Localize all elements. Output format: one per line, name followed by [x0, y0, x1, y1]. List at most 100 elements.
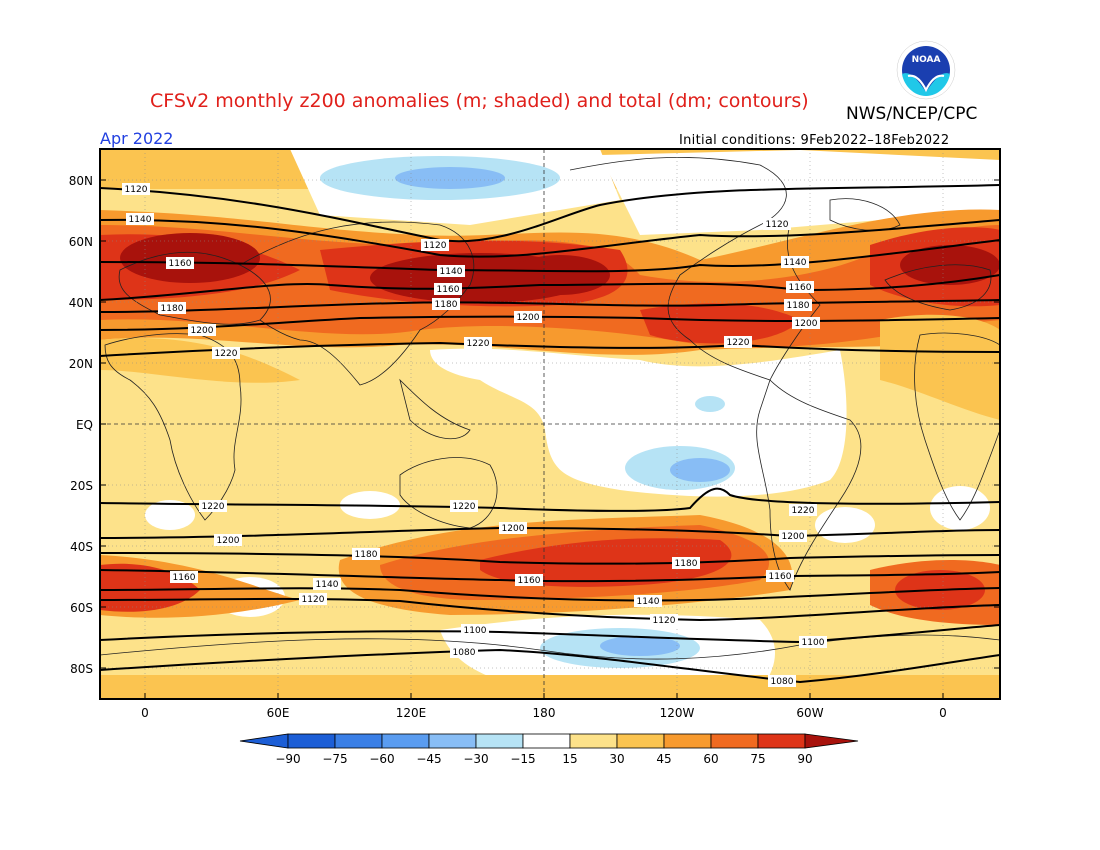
contour-label: 1160: [170, 571, 198, 583]
colorbar-label: −15: [510, 752, 536, 766]
colorbar-label: 60: [703, 752, 719, 766]
lat-label: 40S: [70, 540, 93, 554]
svg-text:1200: 1200: [217, 536, 240, 546]
contour-label: 1200: [792, 317, 820, 329]
tick-marks: [100, 179, 1000, 699]
forecast-month: Apr 2022: [100, 129, 174, 148]
svg-text:1200: 1200: [191, 326, 214, 336]
svg-text:1160: 1160: [437, 285, 460, 295]
colorbar-label: 45: [656, 752, 672, 766]
contour-label: 1080: [768, 675, 796, 687]
lat-label: 60N: [69, 235, 93, 249]
svg-text:1180: 1180: [161, 304, 184, 314]
lon-label: 0: [141, 706, 149, 720]
svg-text:1140: 1140: [316, 580, 339, 590]
contour-label: 1100: [461, 624, 489, 636]
svg-text:1120: 1120: [125, 185, 148, 195]
lon-label: 0: [939, 706, 947, 720]
svg-text:1160: 1160: [789, 283, 812, 293]
contour-label: 1220: [789, 504, 817, 516]
lat-label: 80N: [69, 174, 93, 188]
svg-text:1120: 1120: [302, 595, 325, 605]
svg-text:1100: 1100: [464, 626, 487, 636]
colorbar-label: −60: [369, 752, 395, 766]
colorbar-label: 90: [797, 752, 813, 766]
svg-text:1160: 1160: [173, 573, 196, 583]
noaa-logo-icon: NOAA: [896, 40, 956, 100]
lon-label: 120E: [396, 706, 427, 720]
svg-text:1160: 1160: [169, 259, 192, 269]
contour-label: 1140: [781, 256, 809, 268]
svg-text:1220: 1220: [792, 506, 815, 516]
svg-text:1140: 1140: [637, 597, 660, 607]
initial-conditions: Initial conditions: 9Feb2022–18Feb2022: [679, 133, 950, 148]
svg-text:1200: 1200: [795, 319, 818, 329]
svg-text:1140: 1140: [440, 267, 463, 277]
contour-label: 1220: [450, 500, 478, 512]
colorbar-label: −30: [463, 752, 489, 766]
colorbar-label: −45: [416, 752, 442, 766]
contour-label: 1200: [499, 522, 527, 534]
lon-label: 60E: [267, 706, 290, 720]
colorbar-label: 15: [562, 752, 578, 766]
lon-label: 60W: [796, 706, 823, 720]
lat-label: 20N: [69, 357, 93, 371]
contour-label: 1200: [188, 324, 216, 336]
contour-label: 1120: [763, 218, 791, 230]
svg-text:1200: 1200: [782, 532, 805, 542]
svg-text:1220: 1220: [453, 502, 476, 512]
colorbar-label: −75: [322, 752, 348, 766]
svg-text:1120: 1120: [424, 241, 447, 251]
svg-text:1180: 1180: [675, 559, 698, 569]
colorbar-label: −90: [275, 752, 301, 766]
contour-label: 1120: [122, 183, 150, 195]
chart-title: CFSv2 monthly z200 anomalies (m; shaded)…: [150, 90, 809, 112]
lon-label: 180: [533, 706, 556, 720]
lat-label: 40N: [69, 296, 93, 310]
contour-label: 1120: [299, 593, 327, 605]
contour-label: 1220: [464, 337, 492, 349]
svg-text:1080: 1080: [771, 677, 794, 687]
svg-text:1200: 1200: [502, 524, 525, 534]
contour-label: 1140: [313, 578, 341, 590]
lon-label: 120W: [660, 706, 695, 720]
contour-label: 1180: [352, 548, 380, 560]
svg-text:1160: 1160: [769, 572, 792, 582]
svg-text:1220: 1220: [467, 339, 490, 349]
colorbar-label: 75: [750, 752, 766, 766]
colorbar-label: 30: [609, 752, 625, 766]
logo-text: NOAA: [912, 55, 941, 65]
svg-text:1120: 1120: [766, 220, 789, 230]
contour-label: 1180: [432, 298, 460, 310]
svg-text:1200: 1200: [517, 313, 540, 323]
contour-label: 1160: [766, 570, 794, 582]
contour-label: 1220: [212, 347, 240, 359]
contour-label: 1180: [672, 557, 700, 569]
contour-label: 1080: [450, 646, 478, 658]
org-label: NWS/NCEP/CPC: [846, 104, 978, 124]
svg-text:1140: 1140: [129, 215, 152, 225]
contour-label: 1120: [650, 614, 678, 626]
anomaly-shading: [100, 149, 1000, 699]
svg-text:1100: 1100: [802, 638, 825, 648]
contour-label: 1120: [421, 239, 449, 251]
svg-text:1140: 1140: [784, 258, 807, 268]
svg-text:1180: 1180: [355, 550, 378, 560]
svg-text:1220: 1220: [727, 338, 750, 348]
svg-text:1080: 1080: [453, 648, 476, 658]
colorbar: [239, 733, 859, 749]
contour-label: 1200: [214, 534, 242, 546]
svg-text:1180: 1180: [787, 301, 810, 311]
contour-label: 1160: [434, 283, 462, 295]
lat-label: EQ: [76, 418, 93, 432]
contour-label-group: 1120 1140 1160 1180 1200 1220 1120 1140 …: [122, 183, 827, 687]
contour-label: 1140: [634, 595, 662, 607]
contour-label: 1200: [779, 530, 807, 542]
lat-label: 20S: [70, 479, 93, 493]
lat-label: 60S: [70, 601, 93, 615]
svg-text:1160: 1160: [518, 576, 541, 586]
contour-label: 1140: [437, 265, 465, 277]
contour-label: 1100: [799, 636, 827, 648]
lat-label: 80S: [70, 662, 93, 676]
